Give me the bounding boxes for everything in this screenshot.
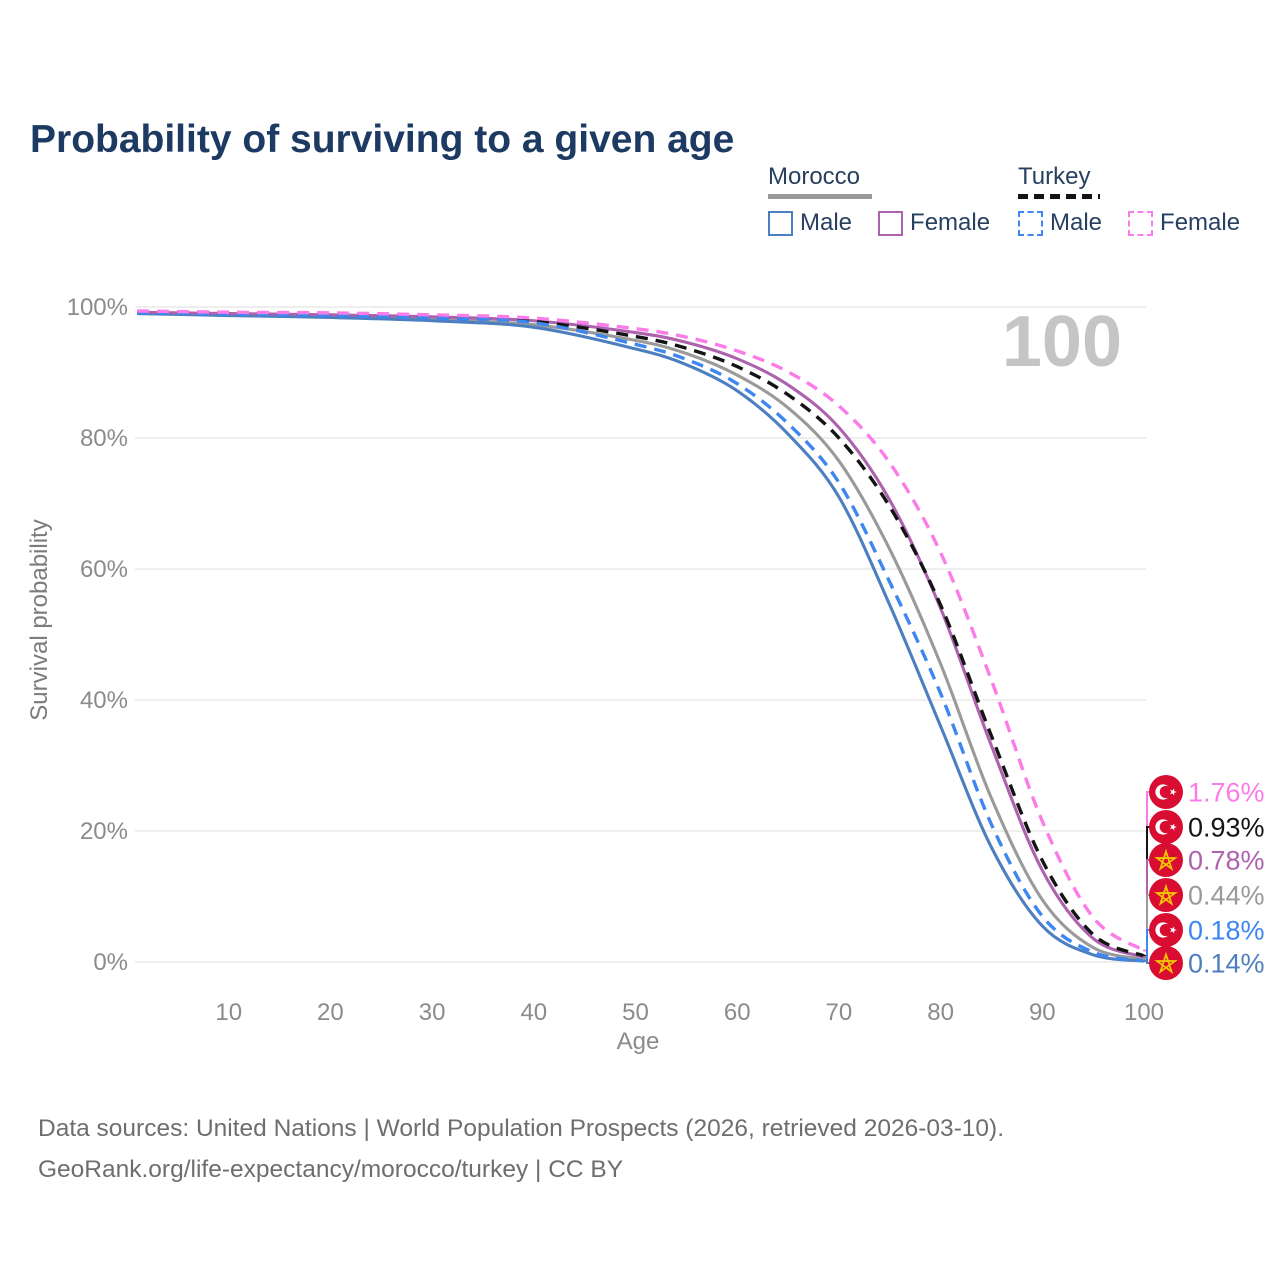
page-title: Probability of surviving to a given age [30, 118, 735, 162]
legend-label-morocco-male[interactable]: Male [800, 209, 853, 236]
x-tick-label-20: 20 [317, 999, 344, 1026]
flag-morocco-icon [1149, 946, 1183, 980]
y-tick-label-80: 80% [80, 425, 128, 452]
x-tick-label-100: 100 [1124, 999, 1164, 1026]
legend-country-turkey: Turkey [1018, 163, 1091, 190]
x-tick-label-70: 70 [826, 999, 853, 1026]
legend-underline-morocco [768, 194, 872, 199]
end-value-label-0.18%: 0.18% [1188, 916, 1265, 946]
flag-turkey-icon [1149, 775, 1183, 809]
y-tick-label-100: 100% [67, 294, 128, 321]
x-tick-label-40: 40 [520, 999, 547, 1026]
y-tick-label-60: 60% [80, 556, 128, 583]
footer-line-sources: Data sources: United Nations | World Pop… [38, 1115, 1005, 1142]
legend-swatch-turkey-male[interactable] [1018, 210, 1043, 236]
end-value-label-0.14%: 0.14% [1188, 949, 1265, 979]
legend-item-morocco-female[interactable]: Female [878, 209, 990, 237]
x-tick-label-80: 80 [927, 999, 954, 1026]
legend-item-turkey-female[interactable]: Female [1128, 209, 1240, 237]
x-tick-label-30: 30 [419, 999, 446, 1026]
x-tick-label-10: 10 [215, 999, 242, 1026]
legend-label-turkey-female[interactable]: Female [1160, 209, 1241, 236]
legend-label-turkey-male[interactable]: Male [1050, 209, 1103, 236]
x-tick-label-90: 90 [1029, 999, 1056, 1026]
y-tick-label-20: 20% [80, 818, 128, 845]
legend-item-turkey-male[interactable]: Male [1018, 209, 1102, 237]
legend-group-morocco: Morocco Male Female [768, 163, 990, 237]
legend-country-morocco: Morocco [768, 163, 861, 190]
legend-swatch-morocco-male[interactable] [768, 210, 793, 236]
y-tick-label-40: 40% [80, 687, 128, 714]
age-counter-watermark: 100 [1002, 302, 1122, 382]
end-value-label-1.76%: 1.76% [1188, 778, 1265, 808]
curve-morocco-male[interactable] [137, 312, 1145, 963]
flag-turkey-icon [1149, 913, 1183, 947]
curve-turkey-female[interactable] [137, 309, 1145, 952]
legend-group-turkey: Turkey Male Female [1018, 163, 1240, 237]
legend-swatch-morocco-female[interactable] [878, 210, 904, 236]
data-sources-footer: Data sources: United Nations | World Pop… [38, 1108, 1004, 1190]
y-tick-label-0: 0% [93, 949, 128, 976]
x-tick-label-50: 50 [622, 999, 649, 1026]
y-axis-title: Survival probability [26, 519, 53, 720]
flag-morocco-icon [1149, 878, 1183, 912]
curve-morocco-female[interactable] [137, 310, 1145, 959]
flag-turkey-icon [1149, 810, 1183, 844]
curve-turkey-male[interactable] [137, 311, 1145, 963]
end-value-label-0.44%: 0.44% [1188, 881, 1265, 911]
curve-turkey-both[interactable] [137, 310, 1145, 958]
legend-item-morocco-male[interactable]: Male [768, 209, 852, 237]
legend-underline-turkey [1018, 194, 1100, 199]
legend-label-morocco-female[interactable]: Female [910, 209, 991, 236]
end-value-label-0.93%: 0.93% [1188, 813, 1265, 843]
curve-morocco-both[interactable] [137, 311, 1145, 961]
x-tick-label-60: 60 [724, 999, 751, 1026]
footer-line-license: GeoRank.org/life-expectancy/morocco/turk… [38, 1156, 624, 1183]
flag-morocco-icon [1149, 843, 1183, 877]
legend-swatch-turkey-female[interactable] [1128, 210, 1154, 236]
x-axis-title: Age [617, 1028, 660, 1055]
end-value-label-0.78%: 0.78% [1188, 846, 1265, 876]
